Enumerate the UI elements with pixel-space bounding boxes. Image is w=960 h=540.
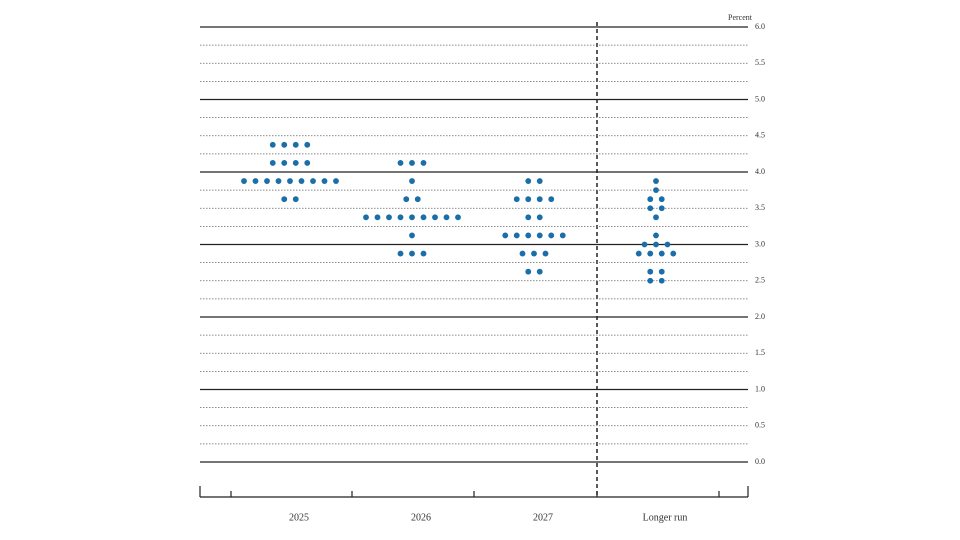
dot	[531, 250, 537, 257]
dot	[409, 250, 415, 257]
dot	[664, 241, 671, 248]
dot	[374, 214, 381, 221]
x-axis	[199, 486, 749, 498]
y-tick-label: 0.5	[755, 421, 765, 430]
dot	[670, 250, 677, 257]
y-tick-label: 1.0	[755, 384, 765, 393]
dot	[653, 178, 659, 184]
dot	[414, 196, 421, 203]
dot	[287, 178, 293, 184]
dot	[647, 250, 654, 257]
dot	[536, 196, 543, 203]
dot	[281, 141, 288, 148]
dot	[281, 160, 288, 166]
dot	[513, 232, 520, 239]
dot	[658, 250, 665, 257]
y-tick-label: 2.5	[755, 276, 765, 285]
dot	[536, 178, 543, 184]
dot	[292, 160, 299, 166]
dot	[420, 160, 427, 166]
dot	[502, 232, 509, 239]
x-tick-label: 2027	[533, 512, 553, 523]
y-tick-label: 0.0	[755, 457, 765, 466]
dot	[409, 178, 415, 184]
y-tick-label: 4.5	[755, 131, 765, 140]
dot	[241, 178, 247, 184]
dot	[443, 214, 450, 221]
dot	[269, 141, 276, 148]
dot	[536, 268, 543, 275]
dot	[333, 178, 339, 184]
dot	[647, 196, 654, 203]
dot	[281, 196, 288, 203]
dot	[653, 241, 659, 248]
dot	[548, 196, 555, 203]
y-tick-label: 4.0	[755, 167, 765, 176]
dot	[420, 250, 427, 257]
dot	[658, 196, 665, 203]
dot	[647, 277, 654, 284]
y-tick-label: 3.5	[755, 203, 765, 212]
dot	[304, 160, 311, 166]
y-tick-label: 3.0	[755, 239, 765, 248]
x-tick-label: Longer run	[643, 512, 688, 523]
dot	[292, 141, 299, 148]
dot	[548, 232, 555, 239]
dot	[536, 214, 543, 221]
y-tick-label: 2.0	[755, 312, 765, 321]
dot	[397, 250, 404, 257]
dot	[310, 178, 316, 184]
dot	[641, 241, 648, 248]
dot	[536, 232, 543, 239]
dot	[455, 214, 461, 221]
dot	[409, 160, 415, 166]
dot	[409, 214, 415, 221]
dot	[519, 250, 526, 257]
dot	[292, 196, 299, 203]
y-tick-label: 1.5	[755, 348, 765, 357]
dot	[525, 178, 532, 184]
dot	[298, 178, 305, 184]
y-tick-label: 6.0	[755, 22, 765, 31]
dot	[269, 160, 276, 166]
x-tick-label: 2025	[289, 512, 309, 523]
dot	[525, 268, 532, 275]
dot	[432, 214, 438, 221]
dot	[264, 178, 270, 184]
dot	[653, 214, 659, 221]
dot	[647, 205, 654, 212]
dot	[658, 205, 665, 212]
dot	[304, 141, 311, 148]
dot	[658, 268, 665, 275]
y-tick-label: 5.5	[755, 58, 765, 67]
dot	[542, 250, 549, 257]
y-axis-label: Percent	[728, 13, 753, 22]
dot	[397, 160, 404, 166]
x-tick-label: 2026	[411, 512, 431, 523]
dot	[252, 178, 259, 184]
dot	[647, 268, 654, 275]
dot	[525, 214, 532, 221]
dot	[397, 214, 404, 221]
dot	[525, 196, 532, 203]
dot	[653, 187, 659, 194]
dot	[409, 232, 415, 239]
dot	[275, 178, 282, 184]
dot	[653, 232, 659, 239]
y-tick-label: 5.0	[755, 94, 765, 103]
dot	[635, 250, 642, 257]
dot	[658, 277, 665, 284]
dot	[363, 214, 369, 221]
dot	[386, 214, 392, 221]
dot	[321, 178, 328, 184]
dot	[559, 232, 566, 239]
dot	[403, 196, 410, 203]
dot	[420, 214, 427, 221]
dot	[513, 196, 520, 203]
dot	[525, 232, 532, 239]
